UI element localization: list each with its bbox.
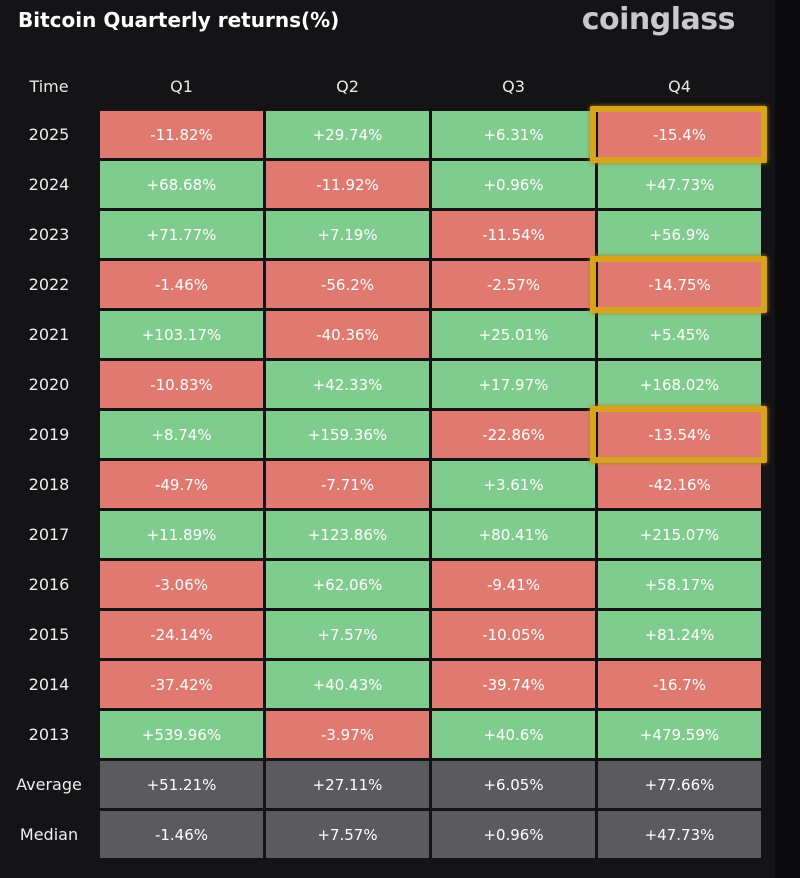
- return-cell: -40.36%: [266, 311, 429, 358]
- return-cell: -16.7%: [598, 661, 761, 708]
- return-cell: -7.71%: [266, 461, 429, 508]
- return-cell: +103.17%: [100, 311, 263, 358]
- return-cell: -11.92%: [266, 161, 429, 208]
- row-label: 2019: [28, 425, 70, 444]
- row-label: Average: [16, 775, 82, 794]
- row-label: 2014: [28, 675, 70, 694]
- return-cell: +42.33%: [266, 361, 429, 408]
- return-cell: -11.82%: [100, 111, 263, 158]
- row-label: 2016: [28, 575, 70, 594]
- return-cell: -13.54%: [598, 411, 761, 458]
- return-cell: +27.11%: [266, 761, 429, 808]
- column-header: Q1: [170, 76, 193, 96]
- return-cell: +0.96%: [432, 811, 595, 858]
- return-cell: +56.9%: [598, 211, 761, 258]
- return-cell: +68.68%: [100, 161, 263, 208]
- row-label: 2017: [28, 525, 70, 544]
- row-label: 2015: [28, 625, 70, 644]
- return-cell: -56.2%: [266, 261, 429, 308]
- column-header: Q2: [336, 76, 359, 96]
- return-cell: +3.61%: [432, 461, 595, 508]
- return-cell: +159.36%: [266, 411, 429, 458]
- column-header: Q3: [502, 76, 525, 96]
- return-cell: +29.74%: [266, 111, 429, 158]
- return-cell: +47.73%: [598, 161, 761, 208]
- row-label: Median: [19, 825, 79, 844]
- return-cell: +58.17%: [598, 561, 761, 608]
- return-cell: +71.77%: [100, 211, 263, 258]
- return-cell: +81.24%: [598, 611, 761, 658]
- row-label: 2021: [28, 325, 70, 344]
- return-cell: -1.46%: [100, 811, 263, 858]
- row-label: 2018: [28, 475, 70, 494]
- return-cell: -10.05%: [432, 611, 595, 658]
- return-cell: -15.4%: [598, 111, 761, 158]
- row-label: 2020: [28, 375, 70, 394]
- return-cell: +8.74%: [100, 411, 263, 458]
- return-cell: +539.96%: [100, 711, 263, 758]
- return-cell: -42.16%: [598, 461, 761, 508]
- return-cell: +11.89%: [100, 511, 263, 558]
- column-header: Q4: [668, 76, 691, 96]
- return-cell: +47.73%: [598, 811, 761, 858]
- logo: coinglass: [581, 2, 736, 37]
- row-label: 2023: [28, 225, 70, 244]
- return-cell: -10.83%: [100, 361, 263, 408]
- return-cell: +6.05%: [432, 761, 595, 808]
- return-cell: +77.66%: [598, 761, 761, 808]
- return-cell: -37.42%: [100, 661, 263, 708]
- return-cell: +168.02%: [598, 361, 761, 408]
- highlight-box: [590, 406, 767, 463]
- column-header: Time: [29, 76, 69, 96]
- return-cell: -14.75%: [598, 261, 761, 308]
- return-cell: +123.86%: [266, 511, 429, 558]
- row-label: 2025: [28, 125, 70, 144]
- return-cell: -3.06%: [100, 561, 263, 608]
- return-cell: -1.46%: [100, 261, 263, 308]
- row-label: 2022: [28, 275, 70, 294]
- return-cell: -39.74%: [432, 661, 595, 708]
- highlight-box: [590, 256, 767, 313]
- return-cell: +5.45%: [598, 311, 761, 358]
- return-cell: +40.43%: [266, 661, 429, 708]
- highlight-box: [590, 106, 767, 163]
- return-cell: +25.01%: [432, 311, 595, 358]
- row-label: 2013: [28, 725, 70, 744]
- return-cell: -49.7%: [100, 461, 263, 508]
- return-cell: +6.31%: [432, 111, 595, 158]
- return-cell: +62.06%: [266, 561, 429, 608]
- return-cell: -3.97%: [266, 711, 429, 758]
- return-cell: -11.54%: [432, 211, 595, 258]
- return-cell: -24.14%: [100, 611, 263, 658]
- return-cell: +7.57%: [266, 611, 429, 658]
- row-label: 2024: [28, 175, 70, 194]
- return-cell: +215.07%: [598, 511, 761, 558]
- return-cell: +479.59%: [598, 711, 761, 758]
- return-cell: +40.6%: [432, 711, 595, 758]
- return-cell: +7.19%: [266, 211, 429, 258]
- return-cell: +51.21%: [100, 761, 263, 808]
- return-cell: -22.86%: [432, 411, 595, 458]
- return-cell: +80.41%: [432, 511, 595, 558]
- return-cell: +17.97%: [432, 361, 595, 408]
- return-cell: -9.41%: [432, 561, 595, 608]
- return-cell: +0.96%: [432, 161, 595, 208]
- title: Bitcoin Quarterly returns(%): [18, 8, 340, 32]
- return-cell: +7.57%: [266, 811, 429, 858]
- return-cell: -2.57%: [432, 261, 595, 308]
- panel: Bitcoin Quarterly returns(%) coinglass T…: [16, 2, 767, 858]
